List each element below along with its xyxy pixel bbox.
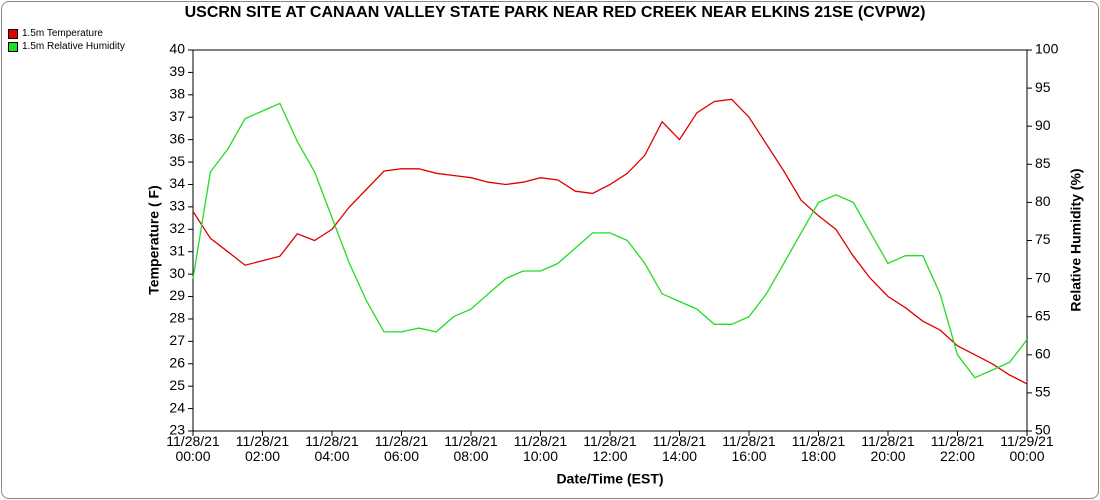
x-tick-label: 11/28/21 04:00: [305, 433, 359, 464]
y2-tick-label: 90: [1035, 117, 1051, 133]
y-tick-label: 28: [169, 310, 185, 326]
x-tick-label: 11/28/21 18:00: [791, 433, 846, 464]
x-tick-label: 11/28/21 16:00: [722, 433, 776, 464]
y-tick-label: 26: [169, 354, 185, 370]
y-tick-label: 25: [169, 377, 185, 393]
y-tick-label: 24: [169, 399, 185, 415]
y2-tick-label: 75: [1035, 231, 1051, 247]
x-tick-label: 11/28/21 06:00: [374, 433, 429, 464]
y-tick-label: 30: [169, 265, 185, 281]
chart-title: USCRN SITE AT CANAAN VALLEY STATE PARK N…: [185, 4, 926, 21]
plot-area: [192, 49, 1028, 432]
y-tick-label: 40: [169, 41, 185, 57]
series-line: [192, 98, 1028, 385]
x-tick-label: 11/28/21 08:00: [444, 433, 498, 464]
y2-tick-label: 55: [1035, 384, 1051, 400]
x-axis-label: Date/Time (EST): [556, 471, 663, 487]
legend-item: 1.5m Relative Humidity: [8, 41, 125, 52]
legend-label: 1.5m Relative Humidity: [22, 41, 125, 52]
y2-tick-label: 80: [1035, 193, 1051, 209]
y-tick-label: 38: [169, 86, 185, 102]
legend-swatch: [8, 41, 18, 52]
x-tick-label: 11/28/21 22:00: [930, 433, 985, 464]
y-axis-label: Temperature ( F): [146, 185, 162, 294]
legend-swatch: [8, 28, 18, 39]
y2-tick-label: 95: [1035, 79, 1051, 95]
legend-item: 1.5m Temperature: [8, 28, 103, 39]
y2-tick-label: 70: [1035, 269, 1051, 285]
y-tick-label: 37: [169, 108, 185, 124]
series-line: [192, 102, 1028, 379]
x-tick-label: 11/28/21 00:00: [166, 433, 220, 464]
y-tick-label: 39: [169, 63, 185, 79]
y-tick-label: 23: [169, 422, 185, 438]
x-tick-label: 11/28/21 20:00: [861, 433, 915, 464]
y-tick-label: 36: [169, 130, 185, 146]
x-tick-label: 11/28/21 02:00: [235, 433, 290, 464]
y2-tick-label: 60: [1035, 346, 1051, 362]
y2-tick-label: 85: [1035, 155, 1051, 171]
y-tick-label: 35: [169, 153, 185, 169]
y-tick-label: 31: [169, 242, 185, 258]
y-tick-label: 33: [169, 198, 185, 214]
y-tick-label: 32: [169, 220, 185, 236]
x-tick-label: 11/29/21 00:00: [1000, 433, 1054, 464]
y-tick-label: 27: [169, 332, 185, 348]
y2-axis-label: Relative Humidity (%): [1068, 168, 1084, 311]
y-tick-label: 29: [169, 287, 185, 303]
y-tick-label: 34: [169, 175, 185, 191]
y2-tick-label: 50: [1035, 422, 1051, 438]
x-tick-label: 11/28/21 10:00: [513, 433, 568, 464]
legend-label: 1.5m Temperature: [22, 28, 103, 39]
y2-tick-label: 65: [1035, 307, 1051, 323]
y2-tick-label: 100: [1035, 41, 1059, 57]
x-tick-label: 11/28/21 12:00: [583, 433, 637, 464]
x-tick-label: 11/28/21 14:00: [652, 433, 707, 464]
